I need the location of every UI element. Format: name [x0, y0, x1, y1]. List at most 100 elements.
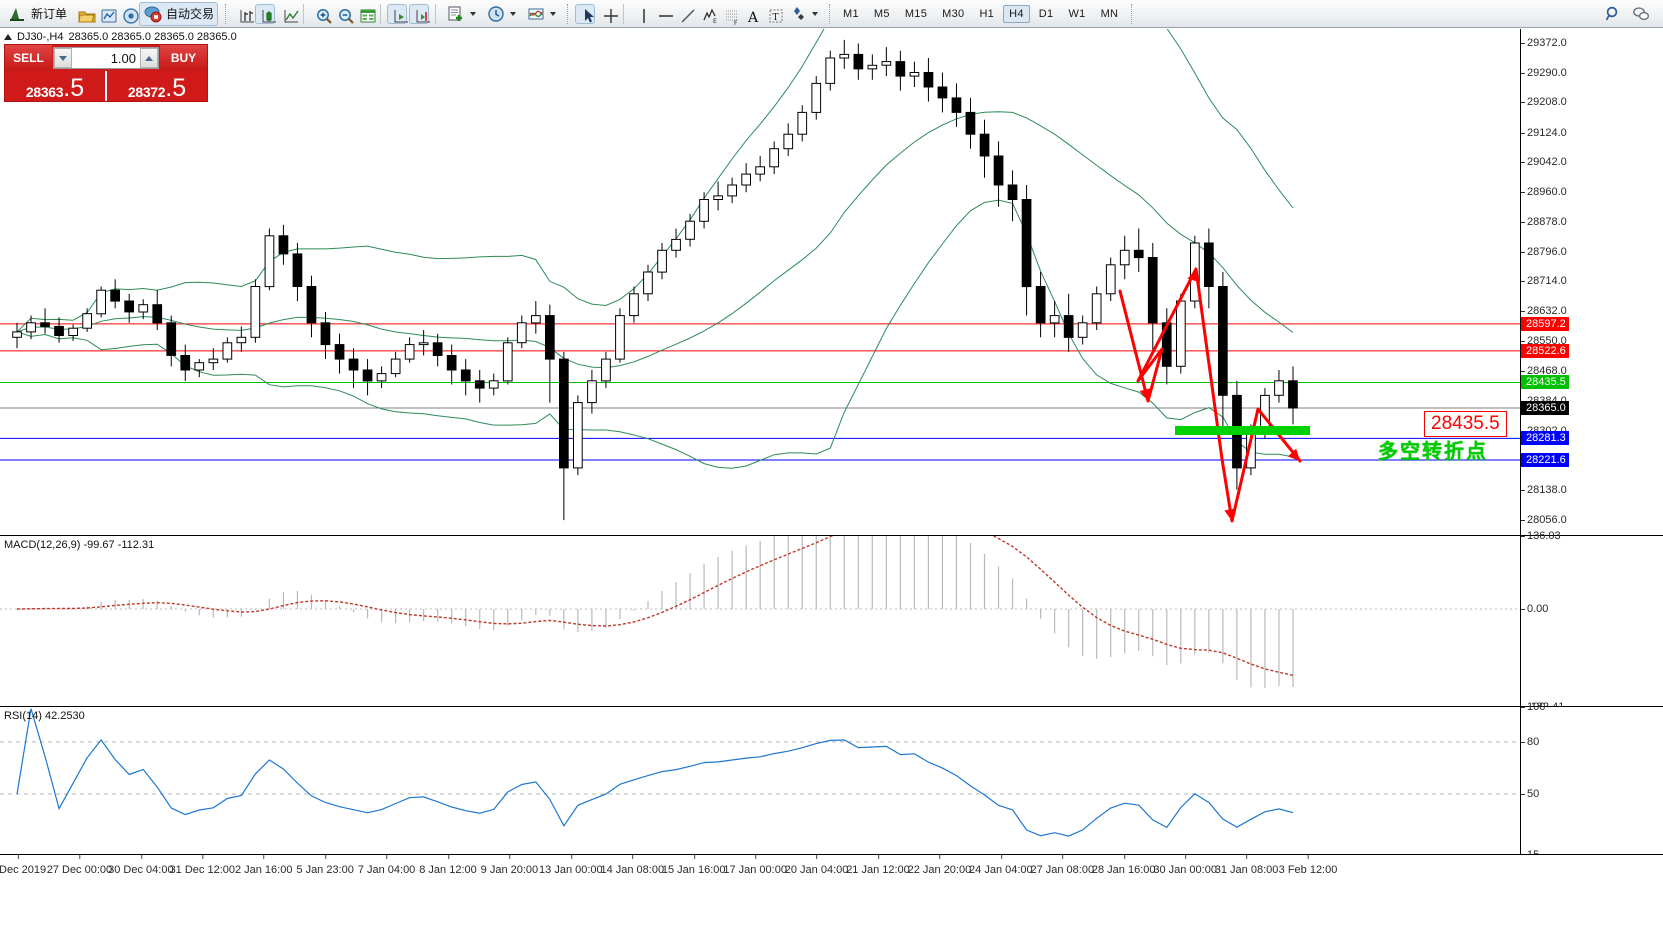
cursor-icon[interactable]	[575, 3, 596, 24]
timeframe-m1[interactable]: M1	[843, 7, 859, 20]
time-label: 21 Jan 12:00	[846, 855, 910, 876]
price-level-label[interactable]: 28365.0	[1521, 401, 1569, 416]
indicator-button[interactable]	[522, 2, 560, 26]
macd-y-axis[interactable]: 136.030.00-182.41	[1520, 530, 1663, 713]
sell-price-integer: 28363	[25, 84, 64, 100]
sell-button[interactable]: SELL	[5, 45, 52, 71]
toolbar-separator	[435, 3, 437, 24]
search-icon[interactable]	[1603, 4, 1623, 24]
macd-pane[interactable]: MACD(12,26,9) -99.67 -112.31 136.030.00-…	[0, 530, 1663, 713]
price-tick: 28468.0	[1521, 364, 1567, 377]
horizontal-line-icon[interactable]	[652, 4, 674, 24]
vertical-line-icon[interactable]	[630, 4, 650, 24]
label-icon[interactable]: T	[762, 4, 783, 24]
rsi-pane[interactable]: RSI(14) 42.2530 100805015	[0, 701, 1663, 861]
shift-start-icon[interactable]	[387, 3, 409, 24]
terminal-icon[interactable]	[95, 4, 117, 24]
volume-increment-button[interactable]	[140, 48, 158, 68]
time-label: 30 Jan 00:00	[1153, 855, 1217, 876]
sell-price[interactable]: 28363 .5	[5, 71, 105, 101]
time-label: 15 Jan 16:00	[661, 855, 726, 876]
timeframe-mn[interactable]: MN	[1100, 7, 1119, 20]
chevron-down-icon[interactable]	[812, 11, 819, 16]
period-icon	[486, 4, 506, 24]
one-click-trading-panel: SELL 1.00 BUY 28363 .5 28372 .5	[4, 44, 208, 102]
price-tick: 28714.0	[1521, 275, 1567, 288]
support-zone-highlight	[1175, 426, 1310, 435]
macd-chart-svg	[0, 536, 1520, 689]
svg-text:T: T	[773, 13, 779, 23]
chevron-up-icon	[145, 55, 153, 61]
line-chart-icon[interactable]	[277, 4, 299, 24]
toolbar-separator	[380, 3, 382, 24]
chart-ohlc: 28365.0 28365.0 28365.0 28365.0	[68, 31, 237, 43]
price-tick: 29042.0	[1521, 156, 1567, 169]
chat-icon[interactable]	[1631, 4, 1651, 24]
rsi-y-axis[interactable]: 100805015	[1520, 701, 1663, 861]
price-callout-label: 28435.5	[1424, 411, 1507, 437]
svg-text:E: E	[713, 18, 717, 25]
fibonacci-icon[interactable]: F	[718, 4, 739, 27]
buy-price-integer: 28372	[127, 84, 166, 100]
volume-value[interactable]: 1.00	[110, 50, 136, 66]
time-label: 5 Jan 23:00	[296, 855, 354, 876]
volume-decrement-button[interactable]	[54, 48, 72, 68]
price-plot[interactable]	[0, 29, 1520, 535]
time-label: 14 Jan 08:00	[600, 855, 665, 876]
timeframe-m5[interactable]: M5	[873, 7, 890, 20]
svg-text:F: F	[734, 20, 738, 26]
price-level-label[interactable]: 28435.5	[1521, 375, 1569, 390]
timeframe-w1[interactable]: W1	[1068, 7, 1086, 20]
shapes-button[interactable]	[784, 2, 822, 26]
autotrade-button[interactable]: 自动交易	[139, 1, 219, 26]
macd-plot[interactable]	[0, 536, 1520, 706]
timeframe-h1[interactable]: H1	[979, 7, 995, 20]
buy-price[interactable]: 28372 .5	[105, 71, 207, 101]
elliott-wave-icon[interactable]: E	[696, 4, 717, 25]
buy-button[interactable]: BUY	[160, 45, 207, 71]
zoom-in-icon[interactable]	[310, 4, 332, 24]
timeframe-h4[interactable]: H4	[1003, 4, 1030, 23]
time-label: 3 Feb 12:00	[1278, 855, 1338, 876]
price-y-axis[interactable]: 29372.0 29290.0 29208.0 29124.0 29042.0 28960…	[1520, 29, 1663, 535]
chevron-down-icon[interactable]	[550, 11, 557, 16]
timeframe-d1[interactable]: D1	[1038, 7, 1054, 20]
price-level-label[interactable]: 28597.2	[1521, 316, 1569, 331]
time-label: 13 Jan 00:00	[539, 855, 603, 876]
navigator-icon[interactable]	[117, 4, 139, 24]
crosshair-icon[interactable]	[597, 4, 619, 24]
oct-prices: 28363 .5 28372 .5	[5, 71, 207, 101]
template-button[interactable]	[442, 2, 480, 26]
time-label: 22 Jan 20:00	[907, 855, 972, 876]
chevron-down-icon[interactable]	[510, 11, 517, 16]
timeframe-m15[interactable]: M15	[904, 7, 928, 20]
price-level-label[interactable]: 28221.6	[1521, 453, 1569, 468]
tile-windows-icon[interactable]	[354, 4, 376, 24]
chevron-down-icon	[59, 55, 67, 61]
price-level-label[interactable]: 28522.6	[1521, 343, 1569, 358]
bar-chart-icon[interactable]	[233, 4, 255, 24]
period-button[interactable]	[482, 2, 520, 26]
price-pane[interactable]: 29372.0 29290.0 29208.0 29124.0 29042.0 28960…	[0, 29, 1663, 535]
text-icon[interactable]: A	[740, 4, 760, 26]
timeframe-m30[interactable]: M30	[942, 7, 965, 20]
time-label: 2 Jan 16:00	[234, 855, 293, 876]
rsi-tick: 80	[1520, 735, 1540, 748]
shift-end-icon[interactable]	[409, 3, 431, 24]
volume-stepper[interactable]: 1.00	[53, 47, 159, 69]
time-label: 9 Jan 20:00	[480, 855, 539, 876]
new-order-button[interactable]: 新订单	[4, 2, 71, 26]
candlestick-icon[interactable]	[255, 3, 277, 24]
price-level-label[interactable]: 28281.3	[1521, 431, 1569, 446]
chevron-down-icon[interactable]	[470, 11, 477, 16]
price-tick: 29208.0	[1521, 96, 1567, 109]
rsi-tick: 100	[1520, 701, 1546, 713]
toolbar-separator	[1131, 3, 1133, 24]
folder-icon[interactable]	[73, 4, 96, 24]
trendline-icon[interactable]	[674, 4, 695, 24]
rsi-plot[interactable]	[0, 707, 1520, 854]
zoom-out-icon[interactable]	[332, 4, 354, 24]
collapse-arrow-icon[interactable]	[4, 34, 12, 40]
price-tick: 29372.0	[1521, 36, 1567, 49]
